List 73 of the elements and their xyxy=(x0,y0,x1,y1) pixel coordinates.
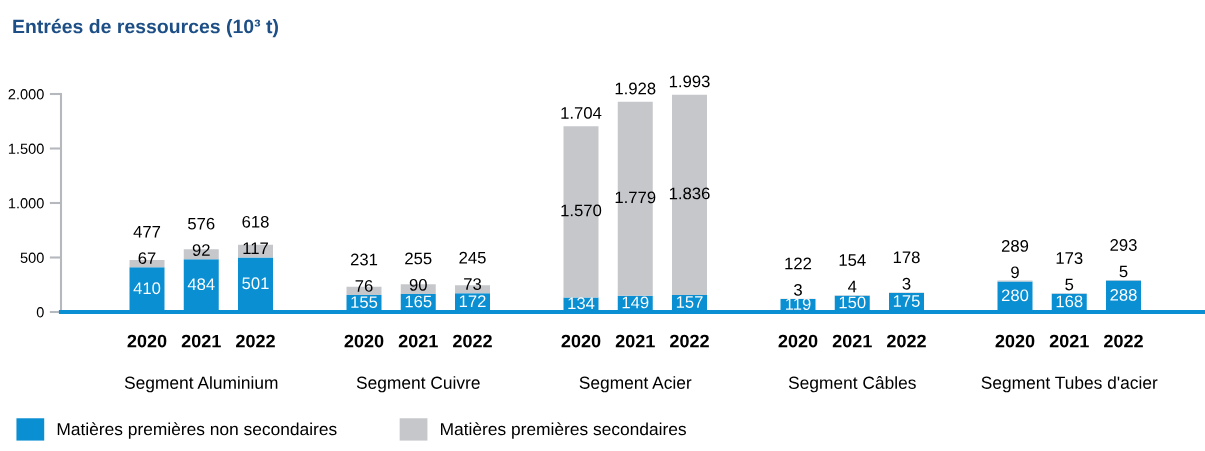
data-label: 9 xyxy=(1011,266,1019,279)
data-label: 5 xyxy=(1065,278,1074,291)
x-tick-label: 2020 xyxy=(127,334,167,348)
total-label: 1.928 xyxy=(615,82,656,95)
data-label: 3 xyxy=(902,277,911,290)
data-label: 117 xyxy=(243,242,268,254)
data-label: 150 xyxy=(839,296,866,309)
data-label: 410 xyxy=(133,282,161,295)
data-label: 280 xyxy=(1001,289,1029,302)
total-label: 154 xyxy=(839,254,866,266)
y-tick-label: 2.000 xyxy=(8,89,44,100)
data-label: 76 xyxy=(355,280,373,292)
data-label: 501 xyxy=(242,277,269,290)
total-label: 173 xyxy=(1056,252,1083,264)
total-label: 122 xyxy=(785,257,812,270)
x-tick-label: 2022 xyxy=(887,334,926,348)
text: Segment Câbles xyxy=(788,376,916,393)
data-label: 1.570 xyxy=(561,204,602,217)
total-label: 1.993 xyxy=(669,75,710,88)
data-label: 134 xyxy=(568,297,595,310)
data-label: 157 xyxy=(676,296,703,308)
x-tick-label: 2020 xyxy=(344,334,384,348)
data-label: 484 xyxy=(187,278,215,291)
data-label: 155 xyxy=(351,296,378,309)
text: Segment Tubes d'acier xyxy=(981,376,1158,393)
data-label: 165 xyxy=(405,295,432,308)
total-label: 289 xyxy=(1001,239,1029,252)
data-label: 5 xyxy=(1119,265,1128,278)
x-tick-label: 2020 xyxy=(995,334,1035,348)
data-label: 119 xyxy=(785,298,811,310)
data-label: 172 xyxy=(459,295,486,307)
x-tick-label: 2022 xyxy=(670,334,709,348)
legend-label: Matières premières non secondaires xyxy=(57,422,337,439)
y-tick-label: 1.000 xyxy=(8,198,44,209)
x-tick-label: 2020 xyxy=(778,334,818,348)
y-tick-label: 1.500 xyxy=(8,143,44,154)
x-tick-label: 2022 xyxy=(1104,334,1143,348)
data-label: 3 xyxy=(794,283,802,296)
total-label: 477 xyxy=(133,226,161,238)
total-label: 255 xyxy=(405,252,432,265)
x-tick-label: 2022 xyxy=(236,334,275,348)
data-label: 90 xyxy=(409,278,427,291)
x-tick-label: 2021 xyxy=(181,334,221,348)
x-tick-label: 2021 xyxy=(398,334,438,348)
total-label: 293 xyxy=(1110,239,1137,251)
data-label: 149 xyxy=(622,296,649,309)
chart-title: Entrées de ressources (10³ t) xyxy=(13,18,278,38)
total-label: 1.704 xyxy=(561,107,602,119)
text: Segment Aluminium xyxy=(124,376,278,393)
data-label: 288 xyxy=(1110,288,1137,301)
data-label: 4 xyxy=(848,280,857,293)
data-label: 73 xyxy=(464,278,482,290)
total-label: 245 xyxy=(459,251,486,264)
x-tick-label: 2021 xyxy=(832,334,872,348)
x-tick-label: 2021 xyxy=(1049,334,1089,348)
legend-label: Matières premières secondaires xyxy=(441,422,686,439)
data-label: 67 xyxy=(138,252,156,265)
y-tick-label: 500 xyxy=(20,252,44,263)
x-tick-label: 2020 xyxy=(561,334,601,348)
total-label: 618 xyxy=(242,215,269,228)
text: Segment Cuivre xyxy=(356,376,480,393)
total-label: 231 xyxy=(350,253,378,266)
data-label: 175 xyxy=(893,295,920,307)
total-label: 576 xyxy=(188,217,215,230)
data-label: 1.836 xyxy=(669,187,710,200)
data-label: 92 xyxy=(192,244,210,256)
y-tick-label: 0 xyxy=(36,307,44,318)
x-tick-label: 2021 xyxy=(615,334,655,348)
data-label: 1.779 xyxy=(615,191,656,204)
total-label: 178 xyxy=(893,251,920,264)
x-tick-label: 2022 xyxy=(453,334,492,348)
data-label: 168 xyxy=(1056,295,1083,308)
text: Segment Acier xyxy=(579,376,692,393)
